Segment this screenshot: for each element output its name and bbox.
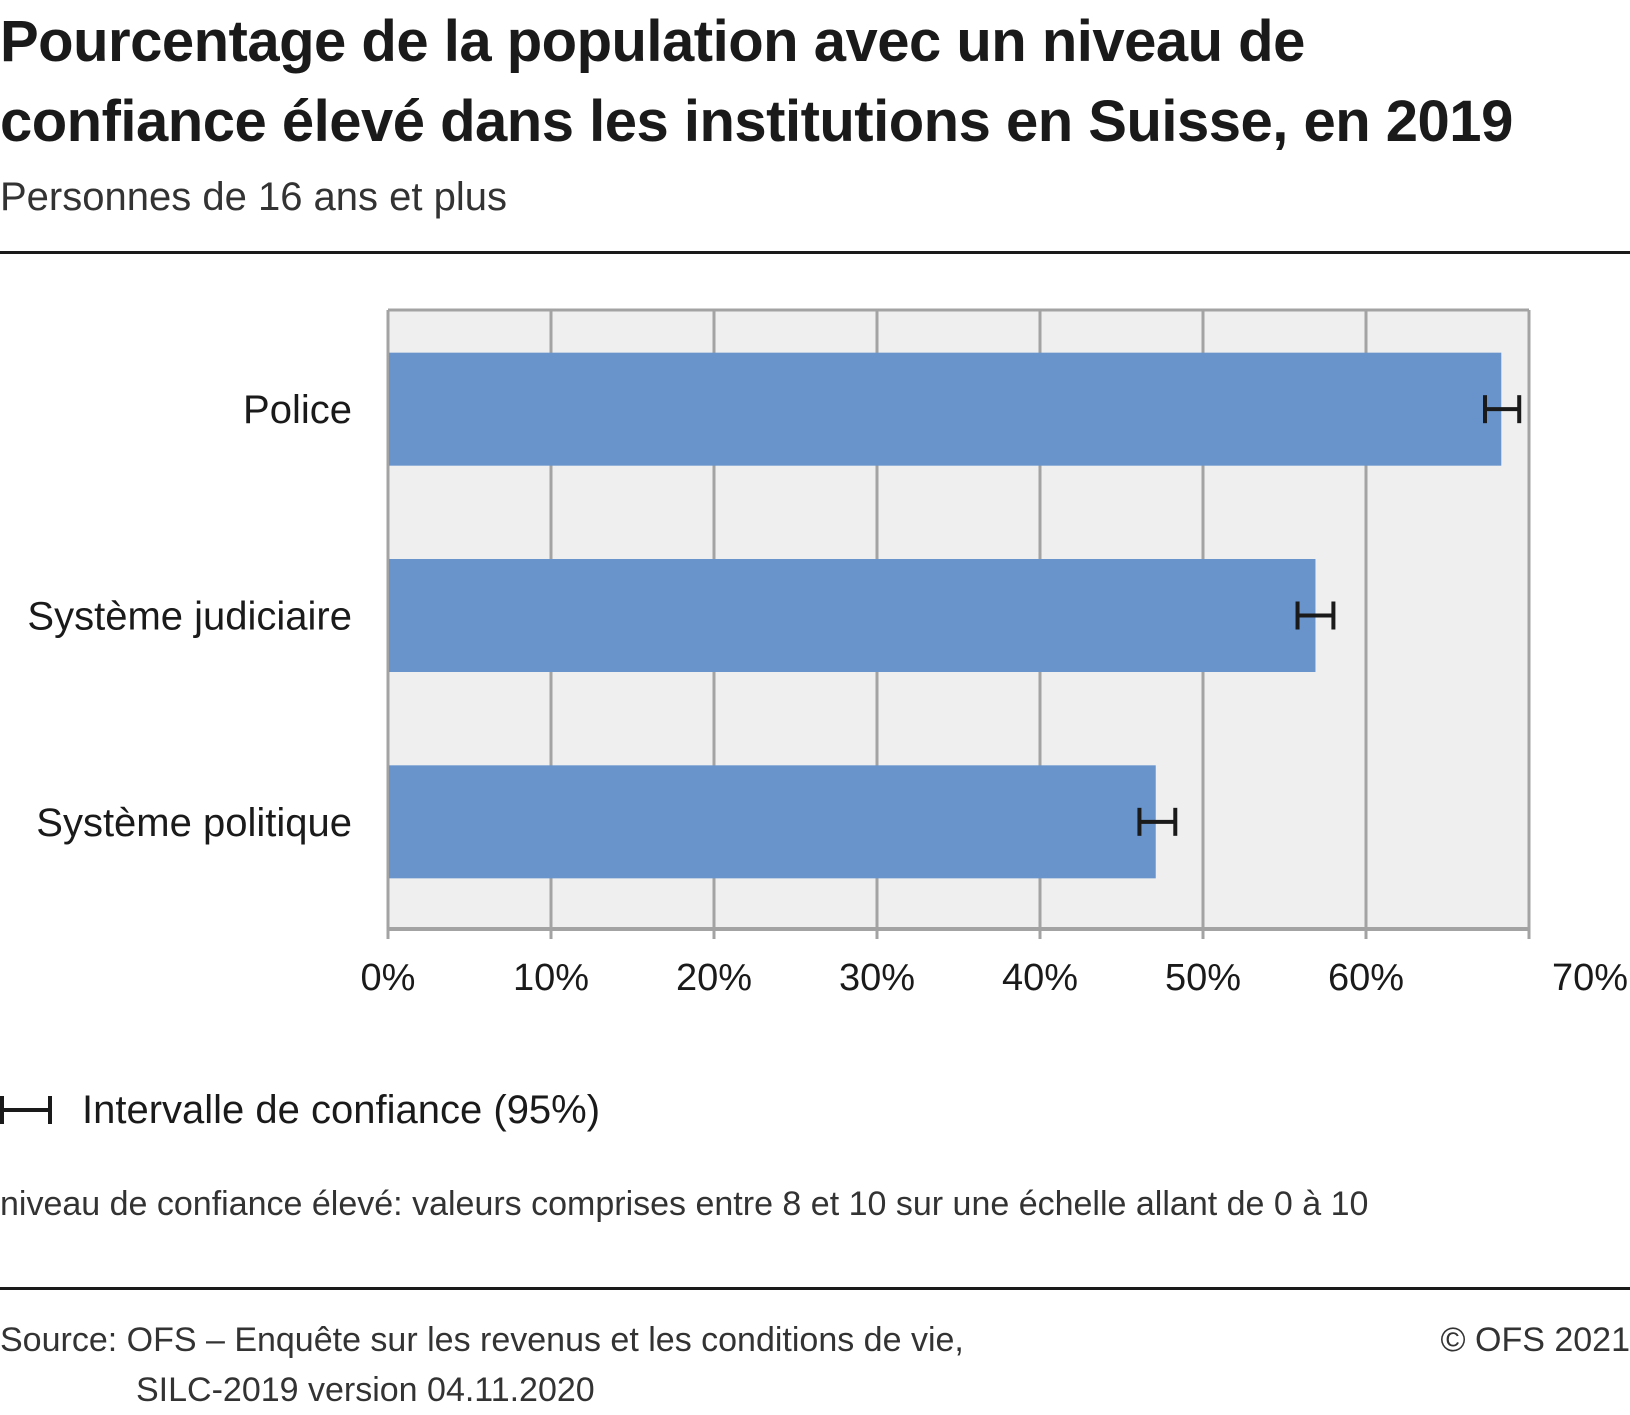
copyright: © OFS 2021 <box>1440 1321 1630 1359</box>
x-tick-label-50: 50% <box>1165 957 1241 999</box>
x-tick-label-40: 40% <box>1002 957 1078 999</box>
chart-title-line-2: confiance élevé dans les institutions en… <box>0 89 1513 154</box>
legend: Intervalle de confiance (95%) <box>0 1085 600 1135</box>
x-tick-label-30: 30% <box>839 957 915 999</box>
bar-0 <box>389 352 1502 466</box>
x-tick-label-20: 20% <box>676 957 752 999</box>
x-tick-label-60: 60% <box>1328 957 1404 999</box>
footnote: niveau de confiance élevé: valeurs compr… <box>0 1185 1369 1223</box>
bar-1 <box>389 559 1316 672</box>
bar-chart: Police Système judiciaire Système politiqu… <box>27 308 1628 999</box>
chart-title: Pourcentage de la population avec un niv… <box>0 2 1630 162</box>
source: Source: OFS – Enquête sur les revenus et… <box>0 1315 964 1415</box>
error-bar-legend-icon <box>0 1096 52 1124</box>
bar-2 <box>389 765 1156 879</box>
x-tick-label-0: 0% <box>361 957 416 999</box>
category-label-2: Système politique <box>36 801 352 845</box>
source-line-2: SILC-2019 version 04.11.2020 <box>136 1371 595 1409</box>
category-label-1: Système judiciaire <box>27 595 352 639</box>
top-divider <box>0 251 1630 254</box>
x-tick-label-10: 10% <box>513 957 589 999</box>
chart-subtitle: Personnes de 16 ans et plus <box>0 175 508 219</box>
chart-title-line-1: Pourcentage de la population avec un niv… <box>0 9 1305 74</box>
x-tick-label-70: 70% <box>1552 957 1628 999</box>
category-label-0: Police <box>243 388 352 432</box>
bottom-divider <box>0 1287 1630 1290</box>
source-line-1: Source: OFS – Enquête sur les revenus et… <box>0 1321 964 1359</box>
legend-label: Intervalle de confiance (95%) <box>82 1087 601 1132</box>
